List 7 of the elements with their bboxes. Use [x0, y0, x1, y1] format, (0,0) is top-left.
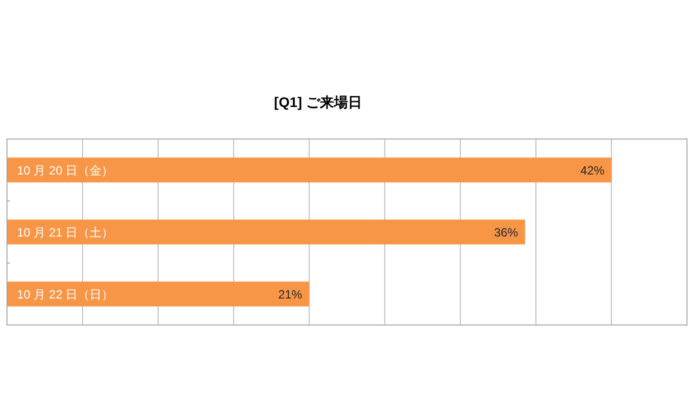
category-label: 10 月 22 日（日）	[17, 288, 114, 302]
category-label: 10 月 20 日（金）	[17, 164, 114, 178]
data-label: 42%	[580, 164, 604, 178]
title: [Q1] ご来場日	[274, 94, 362, 110]
category-label: 10 月 21 日（土）	[17, 226, 114, 240]
data-label: 21%	[278, 288, 302, 302]
data-label: 36%	[494, 226, 518, 240]
